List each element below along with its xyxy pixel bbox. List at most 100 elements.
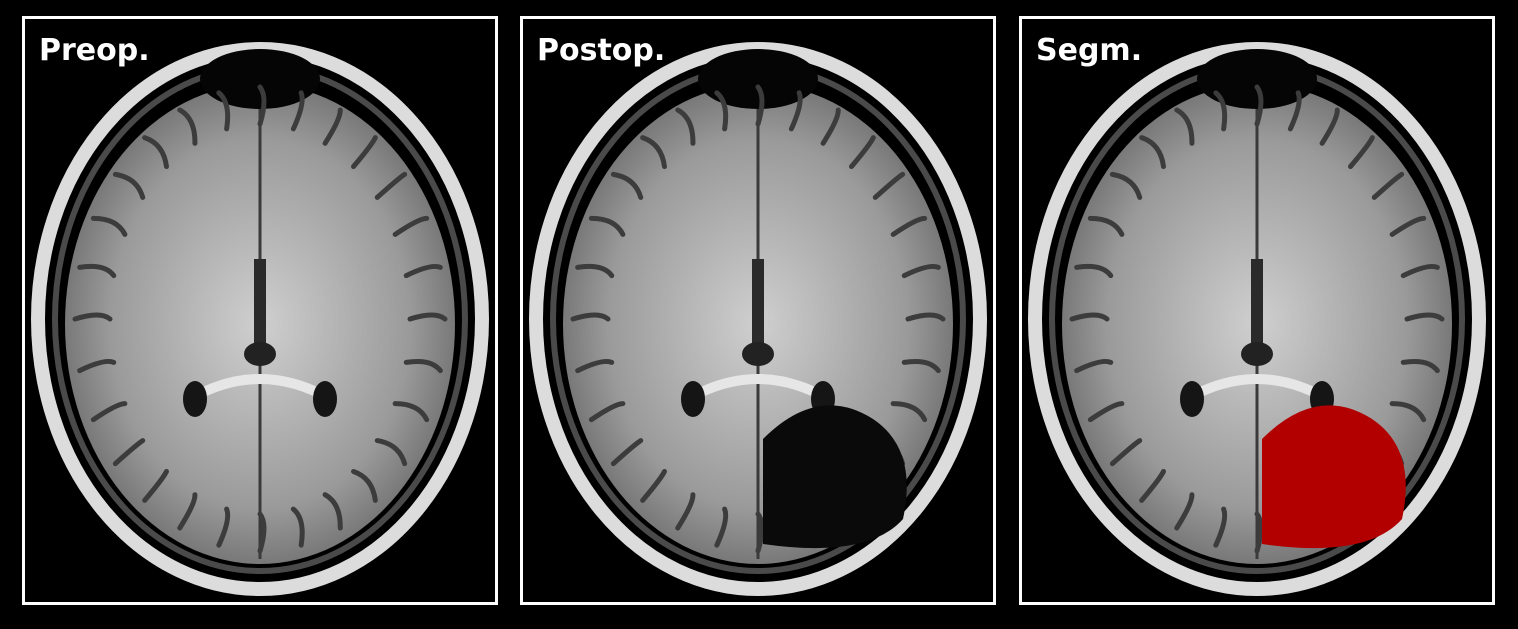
sulcus: [1287, 90, 1302, 132]
sulcus: [322, 107, 343, 146]
sulcus: [788, 90, 803, 132]
sulcus: [1348, 135, 1375, 170]
occipital-horn-right: [313, 381, 337, 417]
sulcus: [1139, 135, 1166, 170]
occipital-horn-left: [183, 381, 207, 417]
sulcus: [142, 468, 169, 503]
segmentation-mri-image: [1028, 42, 1486, 596]
sulcus: [820, 107, 841, 146]
sulcus: [905, 312, 946, 322]
sulcus: [1074, 263, 1114, 279]
sulcus: [1371, 171, 1405, 200]
sulcus: [1400, 358, 1440, 374]
sulcus: [407, 312, 448, 322]
sulcus: [257, 84, 267, 127]
sulcus: [714, 506, 729, 548]
frontal-sinus: [1197, 49, 1317, 109]
segmentation-label: Segm.: [1036, 33, 1143, 68]
third-ventricle: [244, 342, 276, 366]
sulcus: [257, 511, 267, 554]
sulcus: [142, 135, 169, 170]
sulcus: [403, 358, 443, 374]
sulcus: [112, 438, 146, 467]
sulcus: [177, 107, 198, 146]
sulcus: [755, 511, 765, 554]
sulcus: [322, 492, 343, 531]
sulcus: [1109, 171, 1143, 200]
sulcus: [351, 135, 378, 170]
corpus-callosum: [187, 374, 333, 404]
sulcus: [392, 401, 430, 423]
preop-panel: Preop.: [22, 16, 498, 605]
sulcus: [216, 506, 231, 548]
third-ventricle: [1241, 342, 1273, 366]
sulcus: [177, 492, 198, 531]
sulcus: [890, 401, 928, 423]
frontal-sinus: [200, 49, 320, 109]
sulcus: [216, 90, 231, 132]
sulcus: [575, 263, 615, 279]
sulcus: [570, 312, 611, 322]
postop-label: Postop.: [537, 33, 666, 68]
sulcus: [351, 468, 378, 503]
sulcus: [1404, 312, 1445, 322]
sulcus: [1389, 215, 1427, 237]
sulcus: [112, 171, 146, 200]
lateral-ventricle: [752, 259, 764, 349]
sulcus: [1254, 511, 1264, 554]
sulcus: [1139, 468, 1166, 503]
preop-label: Preop.: [39, 33, 150, 68]
sulcus: [588, 215, 626, 237]
lateral-ventricle: [254, 259, 266, 349]
corpus-callosum: [685, 374, 831, 404]
sulcus: [1389, 401, 1427, 423]
sulcus: [872, 171, 906, 200]
sulcus: [77, 358, 117, 374]
occipital-horn-left: [1180, 381, 1204, 417]
sulcus: [901, 358, 941, 374]
resection-cavity: [763, 405, 907, 549]
third-ventricle: [742, 342, 774, 366]
sulcus: [714, 90, 729, 132]
sulcus: [1174, 107, 1195, 146]
sulcus: [675, 107, 696, 146]
postop-panel: Postop.: [520, 16, 996, 605]
sulcus: [755, 84, 765, 127]
sulcus: [588, 401, 626, 423]
sulcus: [1400, 263, 1440, 279]
sulcus: [1254, 84, 1264, 127]
sulcus: [72, 312, 113, 322]
sulcus: [610, 438, 644, 467]
sulcus: [374, 171, 408, 200]
sulcus: [1213, 90, 1228, 132]
lateral-ventricle: [1251, 259, 1263, 349]
frontal-sinus: [698, 49, 818, 109]
postop-mri-image: [529, 42, 987, 596]
sulcus: [290, 90, 305, 132]
sulcus: [90, 215, 128, 237]
sulcus: [610, 171, 644, 200]
preop-mri-image: [31, 42, 489, 596]
sulcus: [290, 506, 305, 548]
sulcus: [890, 215, 928, 237]
sulcus: [1319, 107, 1340, 146]
sulcus: [901, 263, 941, 279]
segmentation-panel: Segm.: [1019, 16, 1495, 605]
occipital-horn-left: [681, 381, 705, 417]
sulcus: [640, 468, 667, 503]
sulcus: [1109, 438, 1143, 467]
sulcus: [77, 263, 117, 279]
sulcus: [575, 358, 615, 374]
sulcus: [403, 263, 443, 279]
sulcus: [392, 215, 430, 237]
sulcus: [1087, 215, 1125, 237]
segmentation-mask: [1262, 405, 1406, 549]
sulcus: [849, 135, 876, 170]
sulcus: [374, 438, 408, 467]
sulcus: [640, 135, 667, 170]
corpus-callosum: [1184, 374, 1330, 404]
sulcus: [1087, 401, 1125, 423]
sulcus: [675, 492, 696, 531]
sulcus: [1174, 492, 1195, 531]
sulcus: [90, 401, 128, 423]
